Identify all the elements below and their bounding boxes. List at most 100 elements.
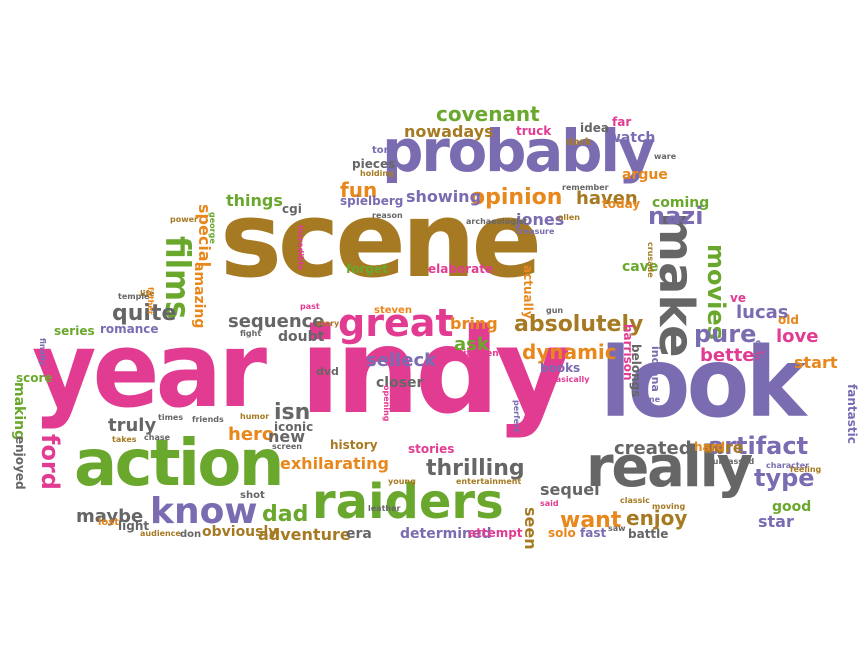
word-new: new xyxy=(268,427,306,446)
word-thrilling: thrilling xyxy=(426,456,525,481)
word-story: story xyxy=(316,319,340,328)
word-idea: idea xyxy=(580,121,609,135)
word-truly: truly xyxy=(108,415,157,436)
word-covenant: covenant xyxy=(436,102,540,126)
word-spielberg: spielberg xyxy=(340,194,404,208)
word-things: things xyxy=(226,191,283,210)
word-today: today xyxy=(602,197,641,211)
word-closer: closer xyxy=(376,375,424,391)
word-tom: tom xyxy=(372,145,395,156)
word-obviously: obviously xyxy=(202,524,278,540)
word-argue: argue xyxy=(622,167,668,183)
word-elaborate: elaborate xyxy=(428,262,494,276)
word-steven: steven xyxy=(374,305,412,316)
word-dynamic: dynamic xyxy=(522,340,617,364)
word-opinion: opinion xyxy=(470,185,563,210)
word-know: know xyxy=(150,491,258,532)
word-exhilarating: exhilarating xyxy=(280,454,389,473)
word-moving: moving xyxy=(652,502,686,511)
word-entertainment: entertainment xyxy=(456,477,522,486)
word-screen: screen xyxy=(272,442,302,451)
word-forget: forget xyxy=(346,262,388,276)
word-selleck: selleck xyxy=(366,350,437,371)
word-holding: holding xyxy=(360,169,394,178)
word-enjoy: enjoy xyxy=(626,506,688,530)
word-good: good xyxy=(772,499,812,515)
word-score: score xyxy=(16,371,53,385)
word-watch: watch xyxy=(608,130,656,146)
word-better: better xyxy=(700,345,764,366)
word-probably: probably xyxy=(382,117,656,185)
word-haven: haven xyxy=(576,188,638,209)
word-ford: ford xyxy=(36,434,64,490)
word-great: great xyxy=(338,301,454,345)
word-pure: pure xyxy=(694,320,757,348)
word-solo: solo xyxy=(548,526,576,540)
word-temple: temple xyxy=(118,292,150,301)
word-gun: gun xyxy=(546,306,564,315)
word-allen: allen xyxy=(558,213,581,222)
word-sequence: sequence xyxy=(228,311,325,332)
word-basically: basically xyxy=(550,375,590,384)
word-want: want xyxy=(560,508,622,533)
word-absolutely: absolutely xyxy=(514,312,644,337)
word-battle: battle xyxy=(628,527,669,541)
word-classic: classic xyxy=(620,496,650,505)
word-remember: remember xyxy=(562,183,609,192)
word-created: created xyxy=(614,438,692,459)
word-stories: stories xyxy=(408,442,455,456)
word-enjoyed: enjoyed xyxy=(13,436,27,490)
word-old: old xyxy=(778,313,799,327)
word-times: times xyxy=(158,413,184,422)
word-attempt: attempt xyxy=(468,526,523,540)
word-bring: bring xyxy=(450,314,498,333)
word-completely: completely xyxy=(754,340,763,390)
word-light: light xyxy=(118,519,150,533)
word-crusade: crusade xyxy=(646,242,655,278)
word-archaeologist: archaeologist xyxy=(466,217,528,226)
word-excitement: excitement xyxy=(446,349,503,359)
word-pieces: pieces xyxy=(352,157,396,171)
word-really: really xyxy=(586,435,753,500)
word-jones: jones xyxy=(516,210,565,229)
word-art: art xyxy=(670,215,684,224)
word-takes: takes xyxy=(112,435,137,444)
word-truck: truck xyxy=(516,124,552,138)
word-lost: lost xyxy=(98,517,120,528)
word-romance: romance xyxy=(100,322,159,336)
word-showing: showing xyxy=(406,187,482,206)
word-friends: friends xyxy=(192,415,224,424)
word-surpassed: surpassed xyxy=(708,457,755,466)
word-coming: coming xyxy=(652,195,710,211)
word-ware: ware xyxy=(654,152,677,161)
word-incredible: incredible xyxy=(296,225,305,270)
word-sequel: sequel xyxy=(540,480,600,499)
word-love: love xyxy=(776,326,819,347)
word-quite: quite xyxy=(112,301,177,326)
word-power: power xyxy=(170,215,198,224)
word-action: action xyxy=(74,427,284,501)
word-perfect: perfect xyxy=(512,400,521,433)
word-star: star xyxy=(758,512,794,531)
word-history: history xyxy=(330,438,378,452)
word-era: era xyxy=(346,526,372,542)
word-far: far xyxy=(612,115,632,129)
word-dvd: dvd xyxy=(316,365,339,378)
word-leather: leather xyxy=(368,504,401,513)
word-actually: actually xyxy=(521,265,535,319)
word-cave: cave xyxy=(622,259,659,275)
word-hard: hard xyxy=(694,440,726,454)
word-ask: ask xyxy=(454,334,489,355)
word-look: look xyxy=(600,327,806,439)
word-life: life xyxy=(140,289,155,298)
word-cgi: cgi xyxy=(282,202,302,216)
word-maybe: maybe xyxy=(76,506,144,527)
word-character: character xyxy=(766,461,810,470)
word-treasure: treasure xyxy=(516,227,555,236)
word-seen: seen xyxy=(521,507,540,550)
word-chase: chase xyxy=(144,433,171,442)
word-young: young xyxy=(388,477,416,486)
word-scene: scene xyxy=(220,179,542,301)
word-nazi: nazi xyxy=(648,202,704,230)
